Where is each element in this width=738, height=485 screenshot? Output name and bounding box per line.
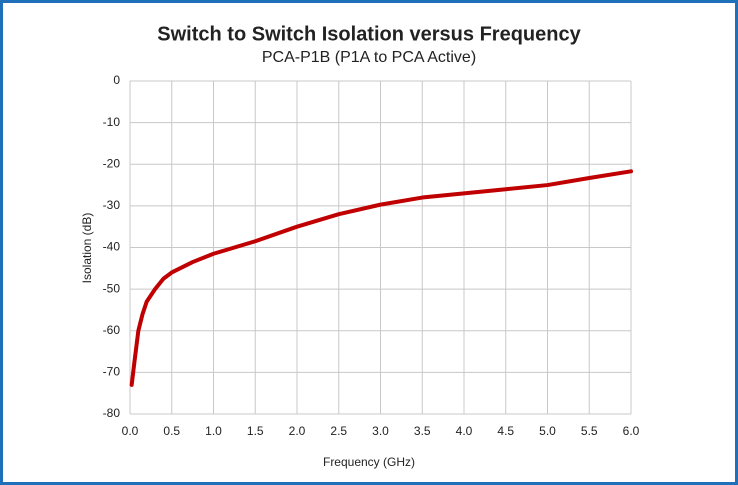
x-tick-label: 4.0: [456, 424, 473, 438]
x-tick-label: 0.0: [122, 424, 139, 438]
x-tick-label: 1.0: [205, 424, 222, 438]
x-tick-label: 4.5: [497, 424, 514, 438]
y-axis-label: Isolation (dB): [80, 213, 94, 284]
x-axis-label: Frequency (GHz): [323, 455, 415, 469]
x-tick-label: 2.5: [330, 424, 347, 438]
y-tick-label: -60: [103, 323, 121, 337]
x-tick-label: 2.0: [289, 424, 306, 438]
x-tick-label: 1.5: [247, 424, 264, 438]
x-tick-label: 6.0: [623, 424, 640, 438]
y-tick-label: -20: [103, 156, 121, 170]
y-tick-label: -40: [103, 240, 121, 254]
x-tick-label: 5.5: [581, 424, 598, 438]
y-tick-label: -30: [103, 198, 121, 212]
data-line: [129, 169, 633, 387]
chart-subtitle: PCA-P1B (P1A to PCA Active): [262, 49, 476, 66]
y-tick-label: -50: [103, 281, 121, 295]
y-tick-label: -80: [103, 406, 121, 420]
x-tick-label: 0.5: [163, 424, 180, 438]
y-tick-label: -10: [103, 115, 121, 129]
y-tick-label: -70: [103, 365, 121, 379]
y-tick-label: 0: [113, 73, 120, 87]
x-tick-label: 3.5: [414, 424, 431, 438]
x-tick-label: 3.0: [372, 424, 389, 438]
x-tick-label: 5.0: [539, 424, 556, 438]
chart-title: Switch to Switch Isolation versus Freque…: [157, 23, 581, 45]
